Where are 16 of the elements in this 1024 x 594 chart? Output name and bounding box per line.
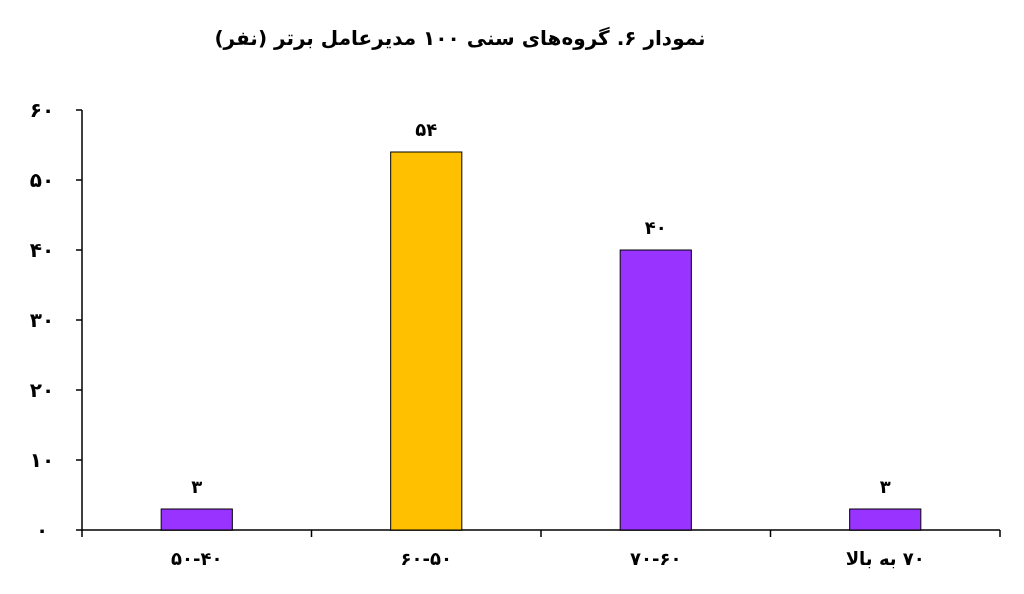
chart-title: نمودار ۶. گروه‌های سنی ۱۰۰ مدیرعامل برتر (نفر)	[214, 26, 706, 50]
data-label: ۴۰	[644, 217, 667, 238]
y-tick-label: ۴۰	[29, 238, 55, 262]
data-label: ۳	[191, 476, 203, 497]
data-label: ۳	[879, 476, 891, 497]
x-tick-label: ۶۰-۵۰	[400, 548, 452, 569]
y-tick-label: ۶۰	[29, 98, 55, 122]
y-tick-label: ۳۰	[29, 308, 55, 332]
y-tick-label: ۱۰	[29, 448, 55, 472]
y-tick-label: ۰	[35, 518, 49, 542]
data-label: ۵۴	[415, 119, 438, 140]
x-tick-label: ۵۰-۴۰	[171, 548, 223, 569]
x-tick-label: ۷۰-۶۰	[630, 548, 682, 569]
x-tick-label: ۷۰ به بالا	[845, 548, 925, 569]
y-tick-label: ۲۰	[29, 378, 55, 402]
y-tick-label: ۵۰	[29, 168, 55, 192]
